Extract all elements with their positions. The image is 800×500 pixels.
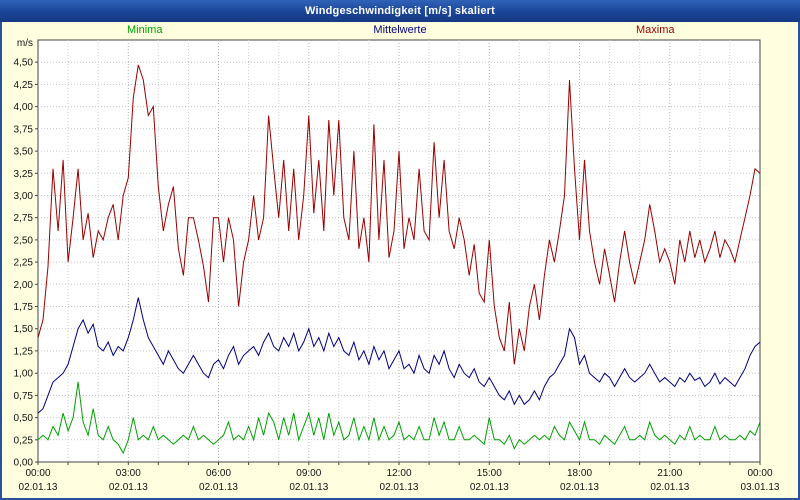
svg-text:02.01.13: 02.01.13 [650,482,689,493]
svg-text:4,25: 4,25 [14,80,34,91]
svg-text:4,00: 4,00 [14,102,34,113]
svg-text:03:00: 03:00 [116,468,141,479]
svg-text:02.01.13: 02.01.13 [289,482,328,493]
svg-text:02.01.13: 02.01.13 [380,482,419,493]
svg-text:02.01.13: 02.01.13 [560,482,599,493]
svg-text:21:00: 21:00 [657,468,682,479]
svg-text:2,50: 2,50 [14,235,34,246]
svg-text:1,25: 1,25 [14,346,34,357]
svg-text:4,50: 4,50 [14,58,34,69]
svg-text:2,25: 2,25 [14,258,34,269]
title-bar: Windgeschwindigkeit [m/s] skaliert [0,0,800,22]
svg-text:02.01.13: 02.01.13 [109,482,148,493]
svg-text:3,25: 3,25 [14,169,34,180]
svg-text:00:00: 00:00 [747,468,772,479]
svg-text:12:00: 12:00 [386,468,411,479]
legend-item-mittelwerte: Mittelwerte [373,24,427,36]
svg-text:02.01.13: 02.01.13 [19,482,58,493]
svg-text:2,75: 2,75 [14,213,34,224]
svg-text:1,00: 1,00 [14,369,34,380]
legend-item-maxima: Maxima [636,24,675,36]
svg-text:m/s: m/s [17,38,33,49]
svg-text:3,50: 3,50 [14,147,34,158]
svg-text:3,75: 3,75 [14,124,34,135]
svg-text:0,00: 0,00 [14,458,34,469]
svg-text:06:00: 06:00 [206,468,231,479]
svg-text:1,75: 1,75 [14,302,34,313]
svg-text:0,75: 0,75 [14,391,34,402]
svg-text:3,00: 3,00 [14,191,34,202]
svg-text:0,25: 0,25 [14,435,34,446]
svg-text:02.01.13: 02.01.13 [470,482,509,493]
svg-text:2,00: 2,00 [14,280,34,291]
svg-text:15:00: 15:00 [477,468,502,479]
svg-text:18:00: 18:00 [567,468,592,479]
svg-text:03.01.13: 03.01.13 [741,482,780,493]
legend-item-minima: Minima [127,24,163,36]
svg-text:02.01.13: 02.01.13 [199,482,238,493]
svg-text:00:00: 00:00 [25,468,50,479]
svg-text:09:00: 09:00 [296,468,321,479]
svg-text:1,50: 1,50 [14,324,34,335]
svg-text:0,50: 0,50 [14,413,34,424]
page-title: Windgeschwindigkeit [m/s] skaliert [304,5,496,17]
